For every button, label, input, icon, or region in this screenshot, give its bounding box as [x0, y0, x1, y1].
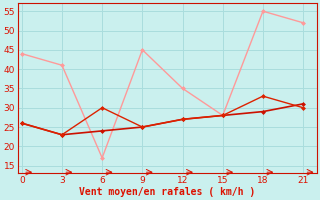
- X-axis label: Vent moyen/en rafales ( km/h ): Vent moyen/en rafales ( km/h ): [79, 187, 255, 197]
